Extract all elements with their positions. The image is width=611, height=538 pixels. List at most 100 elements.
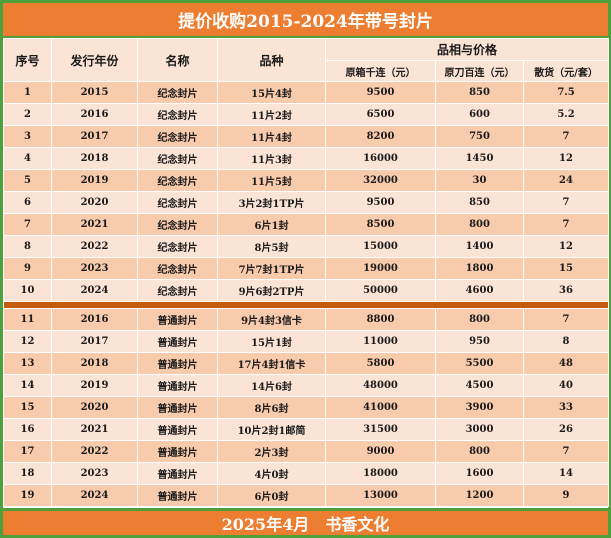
- cell-index: 8: [3, 235, 52, 258]
- cell-name: 纪念封片: [137, 191, 218, 214]
- table-row: 19 2024 普通封片 6片0封 13000 1200 9: [3, 484, 610, 507]
- cell-year: 2020: [51, 396, 138, 419]
- cell-hundred-price: 4600: [435, 279, 524, 302]
- cell-index: 2: [3, 103, 52, 126]
- table-row: 17 2022 普通封片 2片3封 9000 800 7: [3, 440, 610, 463]
- cell-index: 12: [3, 330, 52, 353]
- cell-index: 19: [3, 484, 52, 507]
- cell-year: 2017: [51, 330, 138, 353]
- cell-name: 纪念封片: [137, 125, 218, 148]
- cell-name: 普通封片: [137, 352, 218, 375]
- cell-year: 2018: [51, 147, 138, 170]
- cell-variety: 17片4封1信卡: [217, 352, 326, 375]
- cell-loose-price: 7: [522, 125, 610, 148]
- cell-loose-price: 15: [522, 257, 610, 280]
- table-row: 5 2019 纪念封片 11片5封 32000 30 24: [3, 169, 610, 192]
- cell-name: 纪念封片: [137, 103, 218, 126]
- table-row: 11 2016 普通封片 9片4封3信卡 8800 800 7: [3, 308, 610, 331]
- table-row: 12 2017 普通封片 15片1封 11000 950 8: [3, 330, 610, 353]
- price-table: 序号 发行年份 名称 品种 品相与价格 原箱千连（元） 原刀百连（元） 散货（元…: [2, 38, 610, 507]
- cell-loose-price: 7: [522, 308, 610, 331]
- cell-thousand-price: 8800: [325, 308, 436, 331]
- cell-loose-price: 12: [522, 235, 610, 258]
- cell-hundred-price: 3900: [435, 396, 524, 419]
- cell-hundred-price: 1600: [435, 462, 524, 485]
- cell-loose-price: 36: [522, 279, 610, 302]
- section-divider-bar: [2, 301, 610, 309]
- cell-thousand-price: 11000: [325, 330, 436, 353]
- cell-name: 纪念封片: [137, 147, 218, 170]
- cell-index: 5: [3, 169, 52, 192]
- cell-hundred-price: 750: [435, 125, 524, 148]
- cell-loose-price: 5.2: [522, 103, 610, 126]
- cell-hundred-price: 950: [435, 330, 524, 353]
- header-quality-price: 品相与价格: [324, 38, 610, 61]
- cell-index: 13: [3, 352, 52, 375]
- table-row: 9 2023 纪念封片 7片7封1TP片 19000 1800 15: [3, 257, 610, 280]
- cell-year: 2022: [51, 235, 138, 258]
- cell-loose-price: 7: [522, 191, 610, 214]
- cell-year: 2016: [51, 103, 138, 126]
- cell-index: 14: [3, 374, 52, 397]
- cell-index: 10: [3, 279, 52, 302]
- cell-index: 6: [3, 191, 52, 214]
- cell-hundred-price: 30: [435, 169, 524, 192]
- cell-index: 16: [3, 418, 52, 441]
- table-row: 13 2018 普通封片 17片4封1信卡 5800 5500 48: [3, 352, 610, 375]
- cell-name: 普通封片: [137, 484, 218, 507]
- cell-thousand-price: 19000: [325, 257, 436, 280]
- cell-hundred-price: 1400: [435, 235, 524, 258]
- cell-year: 2022: [51, 440, 138, 463]
- cell-variety: 2片3封: [217, 440, 326, 463]
- cell-hundred-price: 1800: [435, 257, 524, 280]
- cell-loose-price: 8: [522, 330, 610, 353]
- cell-loose-price: 12: [522, 147, 610, 170]
- cell-hundred-price: 5500: [435, 352, 524, 375]
- cell-index: 3: [3, 125, 52, 148]
- cell-index: 1: [3, 81, 52, 104]
- cell-loose-price: 33: [522, 396, 610, 419]
- header-loose: 散货（元/套）: [522, 60, 610, 82]
- header-row: 序号 发行年份 名称 品种 品相与价格: [3, 38, 610, 82]
- cell-variety: 8片6封: [217, 396, 326, 419]
- cell-index: 4: [3, 147, 52, 170]
- cell-thousand-price: 16000: [325, 147, 436, 170]
- table-row: 3 2017 纪念封片 11片4封 8200 750 7: [3, 125, 610, 148]
- cell-index: 15: [3, 396, 52, 419]
- cell-thousand-price: 8500: [325, 213, 436, 236]
- table-row: 7 2021 纪念封片 6片1封 8500 800 7: [3, 213, 610, 236]
- cell-year: 2017: [51, 125, 138, 148]
- cell-name: 纪念封片: [137, 169, 218, 192]
- cell-name: 普通封片: [137, 330, 218, 353]
- cell-thousand-price: 31500: [325, 418, 436, 441]
- cell-variety: 6片0封: [217, 484, 326, 507]
- header-hundred: 原刀百连（元）: [435, 60, 524, 82]
- cell-hundred-price: 850: [435, 191, 524, 214]
- cell-loose-price: 7: [522, 213, 610, 236]
- table-row: 6 2020 纪念封片 3片2封1TP片 9500 850 7: [3, 191, 610, 214]
- cell-name: 纪念封片: [137, 213, 218, 236]
- cell-thousand-price: 6500: [325, 103, 436, 126]
- cell-year: 2019: [51, 374, 138, 397]
- table-row: 16 2021 普通封片 10片2封1邮简 31500 3000 26: [3, 418, 610, 441]
- cell-hundred-price: 850: [435, 81, 524, 104]
- cell-variety: 3片2封1TP片: [217, 191, 326, 214]
- cell-thousand-price: 32000: [325, 169, 436, 192]
- cell-thousand-price: 13000: [325, 484, 436, 507]
- table-row: 14 2019 普通封片 14片6封 48000 4500 40: [3, 374, 610, 397]
- cell-variety: 14片6封: [217, 374, 326, 397]
- cell-index: 9: [3, 257, 52, 280]
- cell-year: 2023: [51, 257, 138, 280]
- cell-thousand-price: 15000: [325, 235, 436, 258]
- cell-hundred-price: 600: [435, 103, 524, 126]
- cell-index: 17: [3, 440, 52, 463]
- cell-index: 11: [3, 308, 52, 331]
- cell-loose-price: 40: [522, 374, 610, 397]
- cell-year: 2021: [51, 213, 138, 236]
- cell-thousand-price: 9000: [325, 440, 436, 463]
- cell-variety: 11片3封: [217, 147, 326, 170]
- cell-loose-price: 24: [522, 169, 610, 192]
- page-title: 提价收购2015-2024年带号封片: [3, 0, 608, 38]
- cell-loose-price: 48: [522, 352, 610, 375]
- table-row: 2 2016 纪念封片 11片2封 6500 600 5.2: [3, 103, 610, 126]
